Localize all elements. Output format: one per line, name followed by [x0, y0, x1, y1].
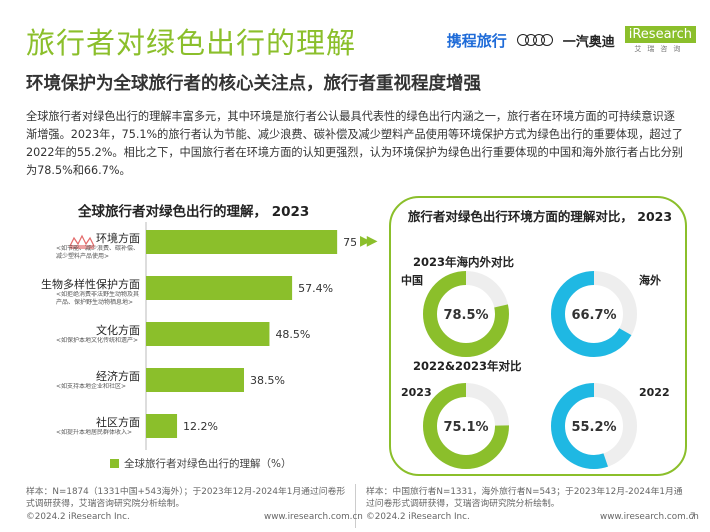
iresearch-logo: iResearch 艾瑞咨询: [624, 26, 696, 54]
iresearch-logo-sub: 艾瑞咨询: [634, 45, 687, 53]
page-number: 7: [690, 512, 696, 522]
category-label-4: 社区方面: [96, 415, 140, 429]
footnote-left: 样本：N=1874（1331中国+543海外）；于2023年12月-2024年1…: [26, 487, 346, 509]
donut-2022: 55.2%: [551, 383, 637, 469]
legend-swatch: [110, 459, 119, 468]
bar-chart-title: 全球旅行者对绿色出行的理解， 2023: [78, 204, 310, 220]
category-label-3: 经济方面: [96, 369, 140, 383]
footer-website-left: www.iresearch.com.cn: [264, 512, 363, 522]
donut-arc-1: [551, 271, 637, 357]
footer-copyright-right: ©2024.2 iResearch Inc.: [366, 512, 470, 522]
label-overseas: 海外: [639, 274, 661, 287]
category-note-1: <如拒绝消费非法野生动物及其产品、保护野生动物栖息地>: [56, 291, 139, 306]
comparison-panel: 旅行者对绿色出行环境方面的理解对比， 2023 2023年海内外对比 中国 海外…: [389, 196, 687, 476]
footer-website-right: www.iresearch.com.cn: [600, 512, 699, 522]
ctrip-logo: 携程旅行: [446, 31, 507, 50]
comparison-title: 旅行者对绿色出行环境方面的理解对比， 2023: [407, 209, 673, 224]
bar-3: [146, 368, 244, 392]
footer-divider: [355, 484, 356, 528]
legend-label: 全球旅行者对绿色出行的理解（%）: [124, 458, 292, 470]
category-label-1: 生物多样性保护方面: [41, 277, 140, 291]
donut-overseas: 66.7%: [551, 271, 637, 357]
bar-chart: 75.1% 环境方面<如节能、减少浪费、碳补偿、减少塑料产品使用> 57.4% 生物多…: [41, 222, 356, 450]
donut-value-2: 75.1%: [443, 420, 488, 435]
category-note-3: <如支持本地企业和社区>: [56, 383, 126, 390]
donut-arc-0: [423, 271, 509, 357]
label-2023: 2023: [401, 386, 432, 399]
intro-paragraph: 全球旅行者对绿色出行的理解丰富多元，其中环境是旅行者公认最具代表性的绿色出行内涵…: [26, 110, 683, 177]
category-note-0: <如节能、减少浪费、碳补偿、减少塑料产品使用>: [56, 245, 139, 260]
section-title-domestic-overseas: 2023年海内外对比: [413, 255, 515, 269]
label-2022: 2022: [639, 386, 670, 399]
donut-arc-3: [551, 383, 637, 469]
bar-0: [146, 230, 338, 254]
footer-copyright-left: ©2024.2 iResearch Inc.: [26, 512, 130, 522]
bar-4: [146, 414, 178, 438]
category-note-2: <如保护本地文化传统和遗产>: [56, 337, 138, 344]
arrow-icon: ▶▶: [360, 233, 377, 249]
bar-value-label-4: 12.2%: [183, 420, 218, 433]
environment-icon: [69, 234, 95, 249]
donut-china: 78.5%: [423, 271, 509, 357]
audi-rings-icon: [516, 34, 553, 46]
footnote-right: 样本：中国旅行者N=1331，海外旅行者N=543；于2023年12月-2024…: [366, 487, 683, 509]
label-china: 中国: [401, 274, 423, 287]
category-label-0: 环境方面: [96, 231, 140, 245]
category-note-4: <如提升本地居民群体收入>: [56, 429, 132, 436]
donut-value-3: 55.2%: [571, 420, 616, 435]
donut-value-1: 66.7%: [571, 308, 616, 323]
category-label-2: 文化方面: [96, 323, 140, 337]
bar-2: [146, 322, 270, 346]
donut-arc-2: [423, 383, 509, 469]
donut-2023: 75.1%: [423, 383, 509, 469]
bar-value-label-0: 75.1%: [343, 236, 356, 249]
iresearch-logo-text: iResearch: [624, 26, 696, 43]
page-subtitle: 环境保护为全球旅行者的核心关注点，旅行者重视程度增强: [26, 74, 481, 94]
donut-value-0: 78.5%: [443, 308, 488, 323]
bar-value-label-3: 38.5%: [250, 374, 285, 387]
page-title: 旅行者对绿色出行的理解: [26, 26, 357, 60]
bar-value-label-2: 48.5%: [275, 328, 310, 341]
faw-audi-logo: 一汽奥迪: [562, 34, 615, 50]
bar-chart-legend: 全球旅行者对绿色出行的理解（%）: [110, 456, 291, 471]
bar-1: [146, 276, 293, 300]
bar-value-label-1: 57.4%: [298, 282, 333, 295]
section-title-year-compare: 2022&2023年对比: [413, 359, 522, 373]
logo-strip: 携程旅行 一汽奥迪 iResearch 艾瑞咨询: [447, 26, 696, 54]
